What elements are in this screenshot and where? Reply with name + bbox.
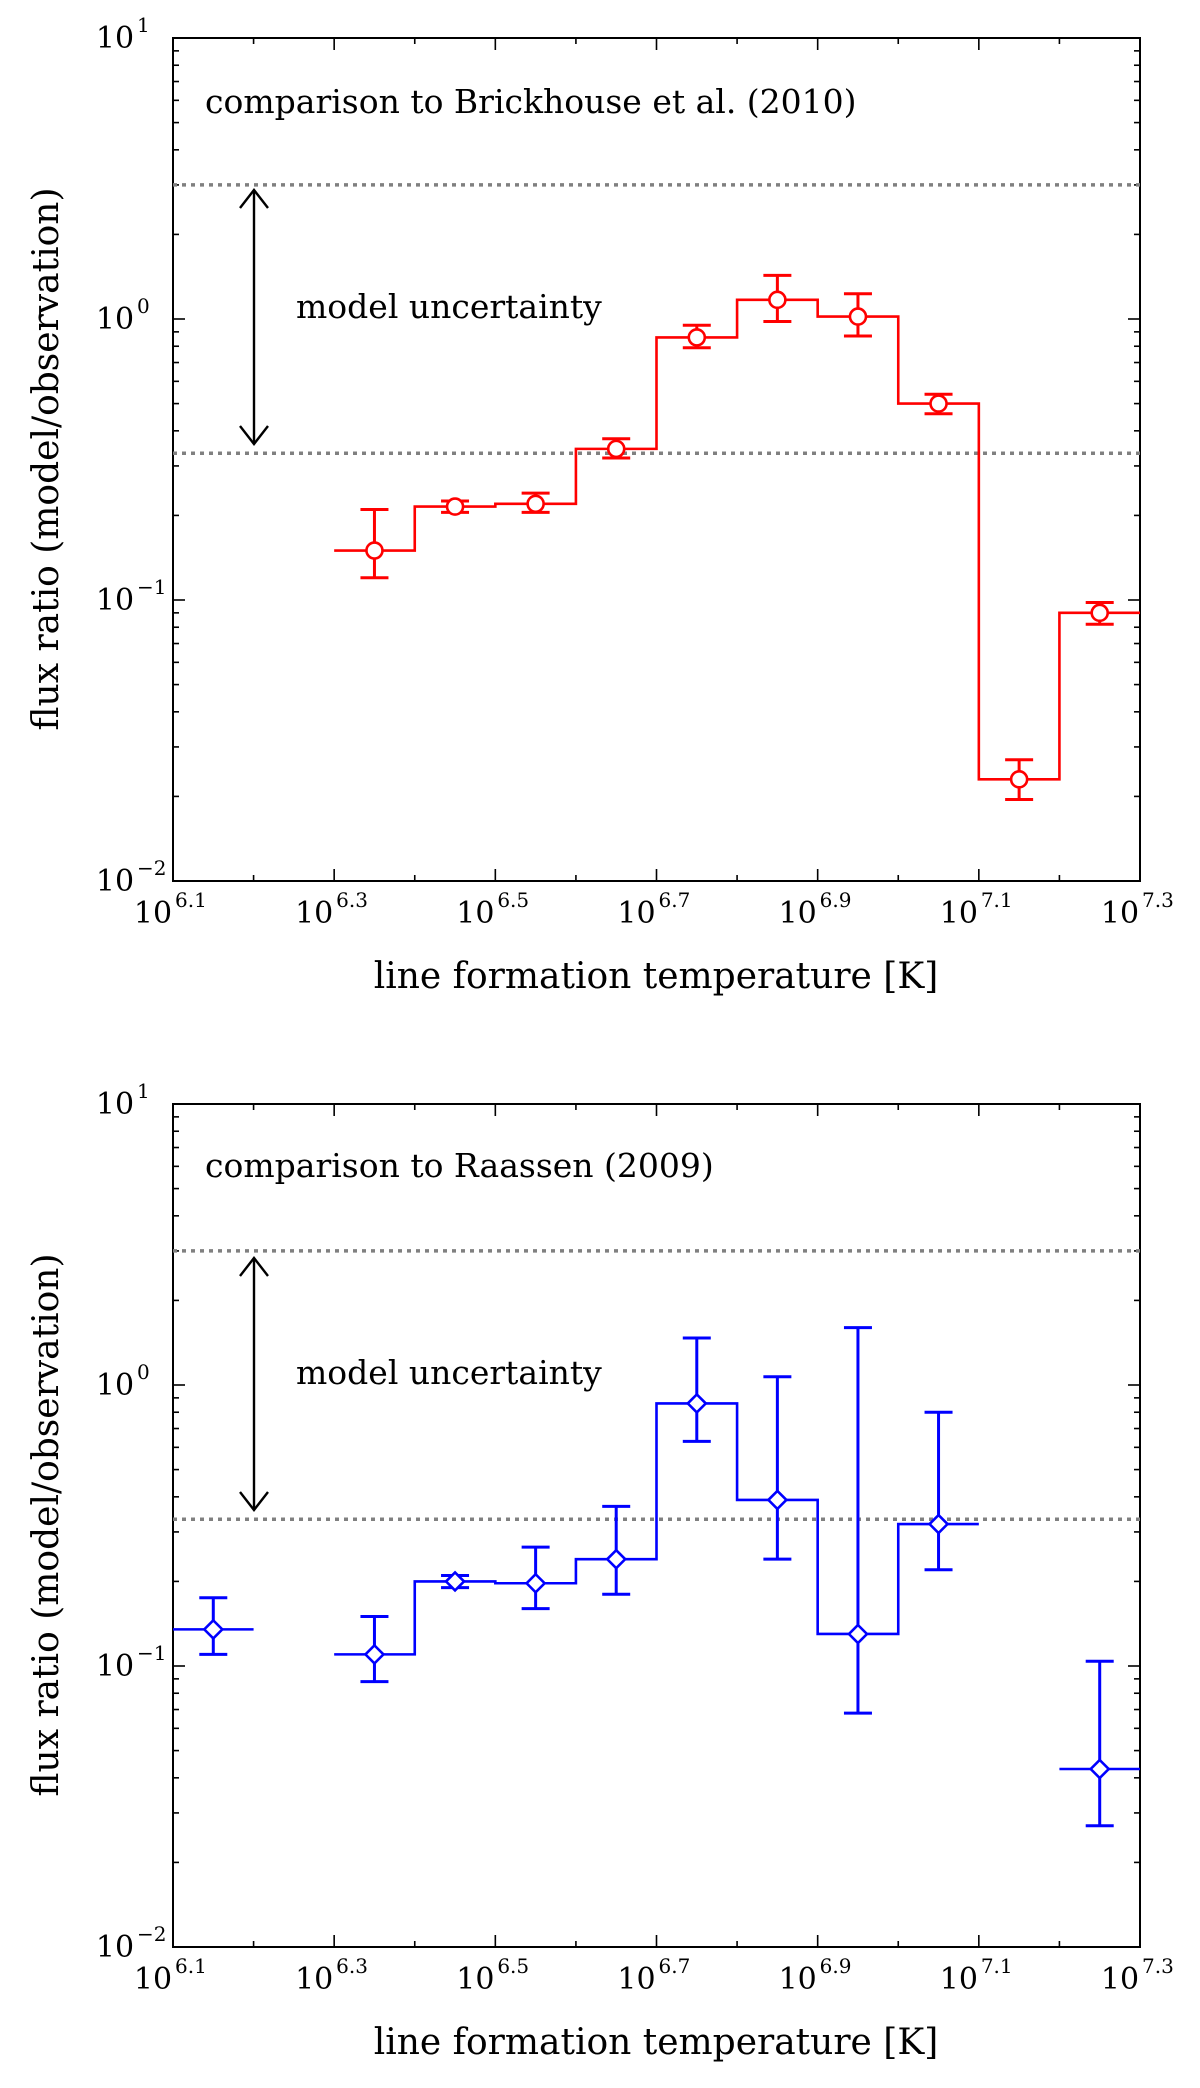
x-tick-label-exponent: 6.1	[175, 888, 207, 912]
chart-panel-raassen: comparison to Raassen (2009) model uncer…	[26, 1079, 1174, 2063]
y-tick-label: 10	[96, 302, 134, 337]
axis-ticks	[172, 37, 1141, 882]
x-tick-label-exponent: 7.3	[1142, 1954, 1174, 1978]
y-tick-label: 10	[96, 583, 134, 618]
data-point	[202, 1618, 225, 1641]
x-tick-label: 10	[940, 1962, 978, 1997]
y-tick-label: 10	[96, 1087, 134, 1122]
x-tick-label-exponent: 6.9	[820, 888, 852, 912]
x-tick-label: 10	[617, 1962, 655, 1997]
y-tick-label-exponent: −2	[137, 1922, 166, 1946]
data-point	[927, 1513, 950, 1535]
y-tick-label-exponent: 0	[137, 294, 150, 318]
x-tick-label: 10	[295, 896, 333, 931]
model-uncertainty-arrow-icon	[239, 188, 269, 446]
data-point	[524, 1572, 547, 1595]
plot-frame	[172, 37, 1141, 882]
data-point	[363, 1643, 386, 1666]
model-uncertainty-arrow-icon	[239, 1256, 269, 1512]
y-tick-label-exponent: −1	[137, 575, 166, 599]
y-tick-label: 10	[96, 21, 134, 56]
y-tick-label-exponent: −2	[137, 856, 166, 880]
data-series	[173, 1326, 1140, 1828]
data-point	[766, 1489, 789, 1511]
x-tick-label: 10	[1101, 1962, 1139, 1997]
x-tick-label-exponent: 6.3	[336, 888, 368, 912]
x-tick-label-exponent: 7.1	[981, 1954, 1013, 1978]
x-tick-label: 10	[617, 896, 655, 931]
data-point	[848, 307, 868, 326]
data-point	[445, 497, 465, 516]
x-tick-label-exponent: 6.7	[659, 1954, 691, 1978]
x-tick-label: 10	[134, 896, 172, 931]
data-point	[687, 328, 707, 347]
x-tick-label-exponent: 7.3	[1142, 888, 1174, 912]
data-point	[685, 1392, 708, 1415]
y-tick-label-exponent: −1	[137, 1641, 166, 1665]
data-series	[334, 273, 1140, 802]
x-tick-label-exponent: 6.7	[659, 888, 691, 912]
y-tick-label: 10	[96, 1368, 134, 1403]
x-tick-label: 10	[940, 896, 978, 931]
data-point	[847, 1623, 869, 1645]
x-tick-label: 10	[779, 896, 817, 931]
data-point	[929, 394, 948, 413]
axis-ticks	[172, 1103, 1141, 1948]
x-tick-labels: 10 6.1 10 6.3 10 6.5 10 6.7 10 6.9 10 7.1 10 7.3	[134, 1954, 1174, 1997]
x-tick-label-exponent: 6.3	[336, 1954, 368, 1978]
x-tick-label: 10	[779, 1962, 817, 1997]
x-tick-label-exponent: 6.5	[497, 1954, 529, 1978]
chart-panel-brickhouse: comparison to Brickhouse et al. (2010) m…	[26, 13, 1174, 997]
x-tick-label: 10	[295, 1962, 333, 1997]
data-point	[365, 541, 384, 560]
y-tick-label-exponent: 1	[137, 1079, 150, 1103]
x-axis-label: line formation temperature [K]	[374, 956, 939, 997]
x-tick-labels: 10 6.1 10 6.3 10 6.5 10 6.7 10 6.9 10 7.1 10 7.3	[134, 888, 1174, 931]
data-point	[1009, 770, 1029, 789]
x-tick-label: 10	[456, 1962, 494, 1997]
panel-annotation: comparison to Brickhouse et al. (2010)	[205, 82, 857, 121]
step-line	[334, 298, 1140, 781]
y-tick-label-exponent: 1	[137, 13, 150, 37]
model-uncertainty-label: model uncertainty	[296, 287, 602, 326]
y-tick-label-exponent: 0	[137, 1360, 150, 1384]
data-point	[1090, 603, 1110, 623]
y-axis-label: flux ratio (model/observation)	[26, 1254, 67, 1797]
x-tick-label: 10	[134, 1962, 172, 1997]
y-tick-label: 10	[96, 864, 134, 899]
x-tick-label-exponent: 6.5	[497, 888, 529, 912]
x-axis-label: line formation temperature [K]	[374, 2022, 939, 2063]
x-tick-label: 10	[456, 896, 494, 931]
data-point	[606, 439, 626, 459]
y-tick-label: 10	[96, 1930, 134, 1965]
model-uncertainty-label: model uncertainty	[296, 1353, 602, 1392]
panel-annotation: comparison to Raassen (2009)	[205, 1146, 714, 1185]
data-point	[768, 290, 787, 310]
data-point	[1088, 1758, 1111, 1780]
x-tick-label-exponent: 6.9	[820, 1954, 852, 1978]
x-tick-label-exponent: 7.1	[981, 888, 1013, 912]
y-axis-label: flux ratio (model/observation)	[26, 188, 67, 731]
x-tick-label-exponent: 6.1	[175, 1954, 207, 1978]
data-point	[444, 1570, 466, 1593]
data-point	[526, 494, 545, 514]
step-line	[334, 1402, 979, 1656]
data-point	[605, 1548, 628, 1570]
y-tick-label: 10	[96, 1649, 134, 1684]
x-tick-label: 10	[1101, 896, 1139, 931]
